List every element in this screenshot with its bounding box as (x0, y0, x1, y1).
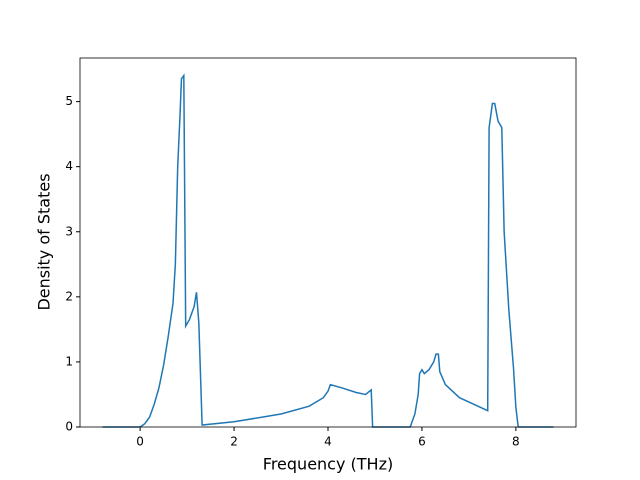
x-tick-label: 2 (230, 435, 238, 449)
y-tick-label: 5 (65, 94, 73, 108)
y-tick-label: 2 (65, 289, 73, 303)
x-tick-label: 6 (418, 435, 426, 449)
x-tick-label: 0 (136, 435, 144, 449)
x-tick-label: 8 (512, 435, 520, 449)
y-axis-label: Density of States (35, 173, 54, 310)
y-tick-label: 3 (65, 224, 73, 238)
plot-frame (79, 57, 577, 428)
dos-line (102, 73, 554, 428)
x-tick-label: 4 (324, 435, 332, 449)
y-tick-label: 0 (65, 420, 73, 434)
y-tick-label: 1 (65, 354, 73, 368)
y-tick-label: 4 (65, 159, 73, 173)
x-axis-label: Frequency (THz) (263, 455, 393, 474)
